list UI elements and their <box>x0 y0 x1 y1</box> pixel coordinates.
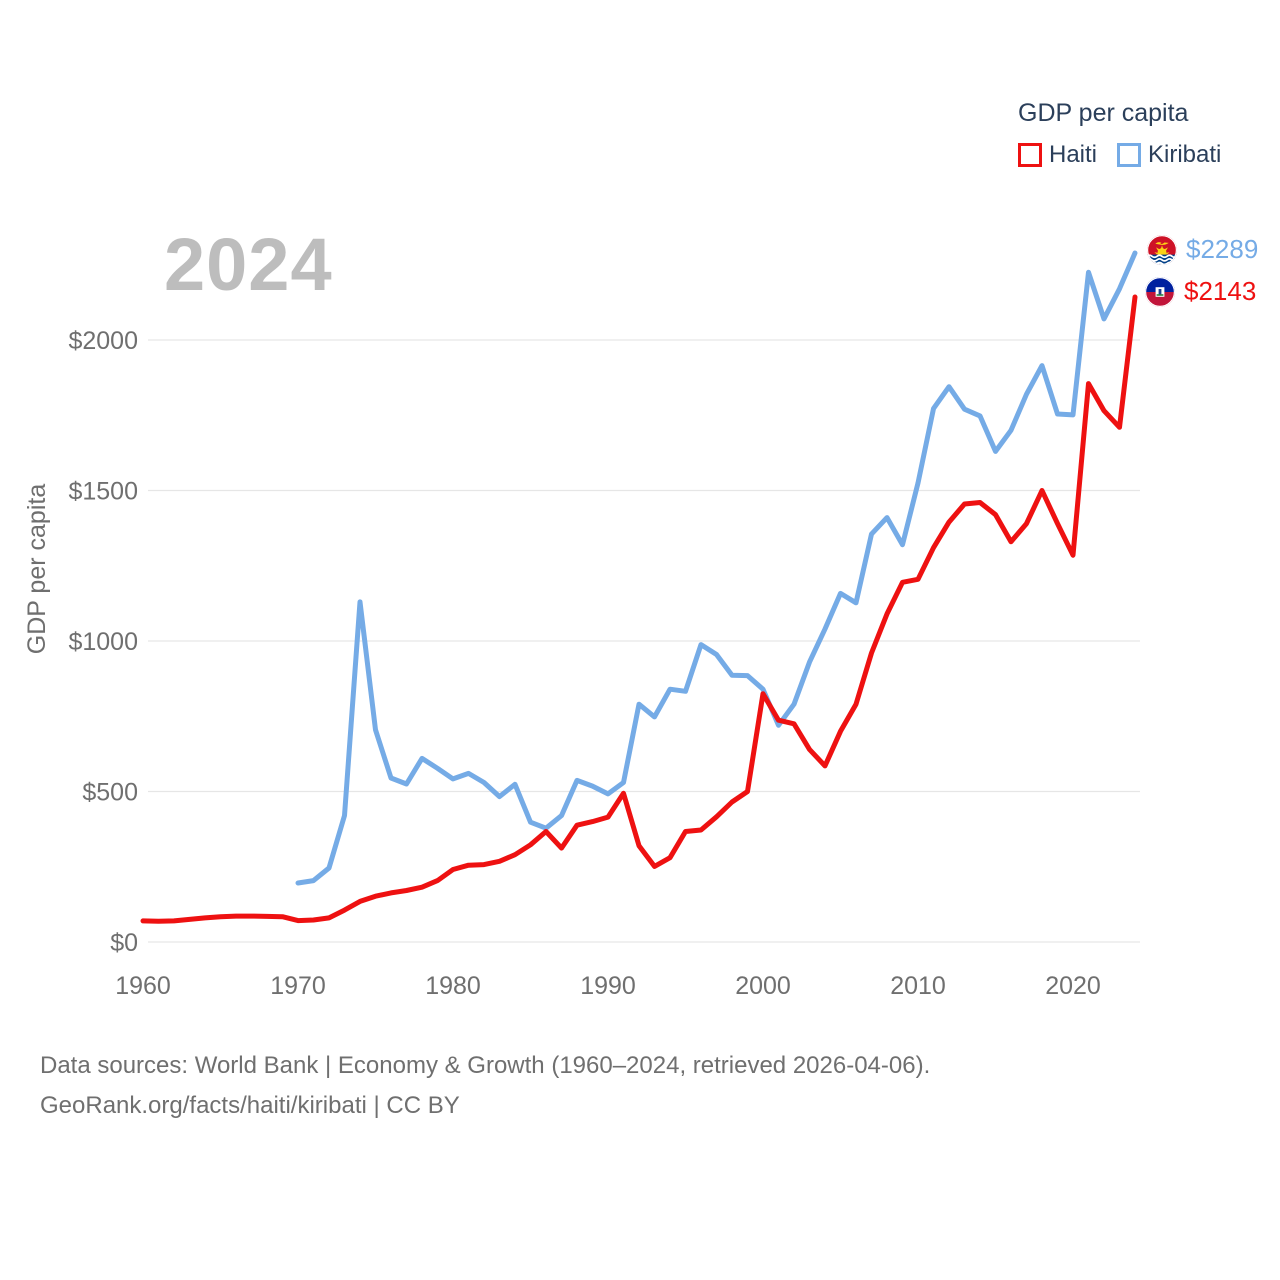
y-tick-label: $2000 <box>68 327 138 355</box>
series-line-kiribati[interactable] <box>295 250 1138 886</box>
x-tick-label: 1980 <box>425 972 481 1000</box>
y-tick-label: $500 <box>82 779 138 807</box>
y-tick-label: $0 <box>110 929 138 957</box>
haiti-flag-icon <box>1145 276 1175 307</box>
data-sources-line: Data sources: World Bank | Economy & Gro… <box>40 1052 931 1079</box>
y-tick-label: $1000 <box>68 628 138 656</box>
legend-item-label: Kiribati <box>1148 141 1222 168</box>
watermark-year: 2024 <box>164 223 333 306</box>
legend-items: Haiti Kiribati <box>1018 141 1221 169</box>
haiti-end-value: $2143 <box>1184 276 1257 306</box>
haiti-end-label: $2143 <box>1145 276 1256 307</box>
x-tick-label: 1970 <box>270 972 326 1000</box>
kiribati-flag-icon <box>1147 234 1177 265</box>
haiti-series-swatch <box>1018 143 1042 167</box>
legend-title: GDP per capita <box>1018 99 1189 127</box>
y-axis-title: GDP per capita <box>23 484 51 655</box>
legend-item-label: Haiti <box>1049 141 1098 168</box>
x-tick-label: 2020 <box>1045 972 1101 1000</box>
legend-item-haiti[interactable]: Haiti <box>1018 141 1097 169</box>
kiribati-series-swatch <box>1117 143 1142 167</box>
license-line: GeoRank.org/facts/haiti/kiribati | CC BY <box>40 1092 460 1119</box>
x-tick-label: 1960 <box>115 972 171 1000</box>
series-line-haiti[interactable] <box>140 294 1138 924</box>
kiribati-end-value: $2289 <box>1186 234 1259 264</box>
legend-item-kiribati[interactable]: Kiribati <box>1117 141 1221 169</box>
y-tick-label: $1500 <box>68 478 138 506</box>
x-tick-label: 2000 <box>735 972 791 1000</box>
x-tick-label: 1990 <box>580 972 636 1000</box>
x-tick-label: 2010 <box>890 972 946 1000</box>
chart-legend: GDP per capita Haiti Kiribati <box>1018 99 1221 169</box>
kiribati-end-label: $2289 <box>1147 234 1258 265</box>
source-attribution: Data sources: World Bank | Economy & Gro… <box>40 1046 930 1126</box>
